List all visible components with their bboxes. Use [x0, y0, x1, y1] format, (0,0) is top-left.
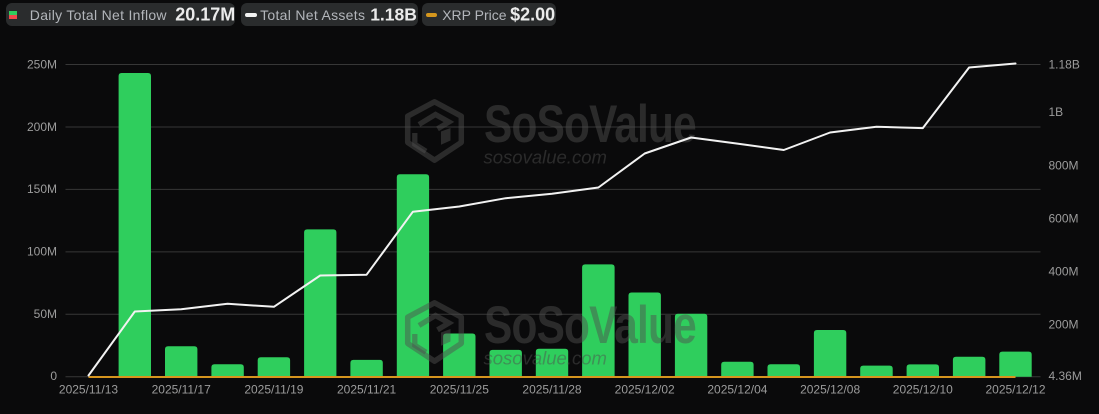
- svg-text:2025/11/13: 2025/11/13: [59, 382, 118, 396]
- svg-text:2025/12/04: 2025/12/04: [707, 382, 767, 396]
- svg-text:800M: 800M: [1049, 158, 1079, 172]
- svg-text:200M: 200M: [1049, 318, 1079, 332]
- svg-text:2025/11/21: 2025/11/21: [337, 382, 396, 396]
- svg-text:2025/12/08: 2025/12/08: [800, 382, 860, 396]
- svg-text:0: 0: [50, 369, 57, 383]
- svg-text:2025/11/28: 2025/11/28: [522, 382, 581, 396]
- svg-text:400M: 400M: [1049, 265, 1079, 279]
- svg-text:2025/11/25: 2025/11/25: [430, 382, 489, 396]
- svg-text:1.18B: 1.18B: [1049, 57, 1080, 71]
- svg-text:4.36M: 4.36M: [1049, 369, 1082, 383]
- svg-text:250M: 250M: [27, 57, 57, 71]
- svg-text:200M: 200M: [27, 120, 57, 134]
- svg-text:2025/12/12: 2025/12/12: [985, 382, 1045, 396]
- svg-text:SoSoValue: SoSoValue: [484, 96, 696, 155]
- svg-text:50M: 50M: [34, 307, 57, 321]
- svg-text:150M: 150M: [27, 182, 57, 196]
- svg-text:2025/12/10: 2025/12/10: [893, 382, 953, 396]
- svg-text:2025/11/17: 2025/11/17: [152, 382, 211, 396]
- svg-text:100M: 100M: [27, 245, 57, 259]
- svg-text:sosovalue.com: sosovalue.com: [484, 147, 607, 168]
- svg-text:2025/12/02: 2025/12/02: [615, 382, 675, 396]
- svg-text:600M: 600M: [1049, 211, 1079, 225]
- svg-text:1B: 1B: [1049, 105, 1064, 119]
- svg-text:2025/11/19: 2025/11/19: [244, 382, 303, 396]
